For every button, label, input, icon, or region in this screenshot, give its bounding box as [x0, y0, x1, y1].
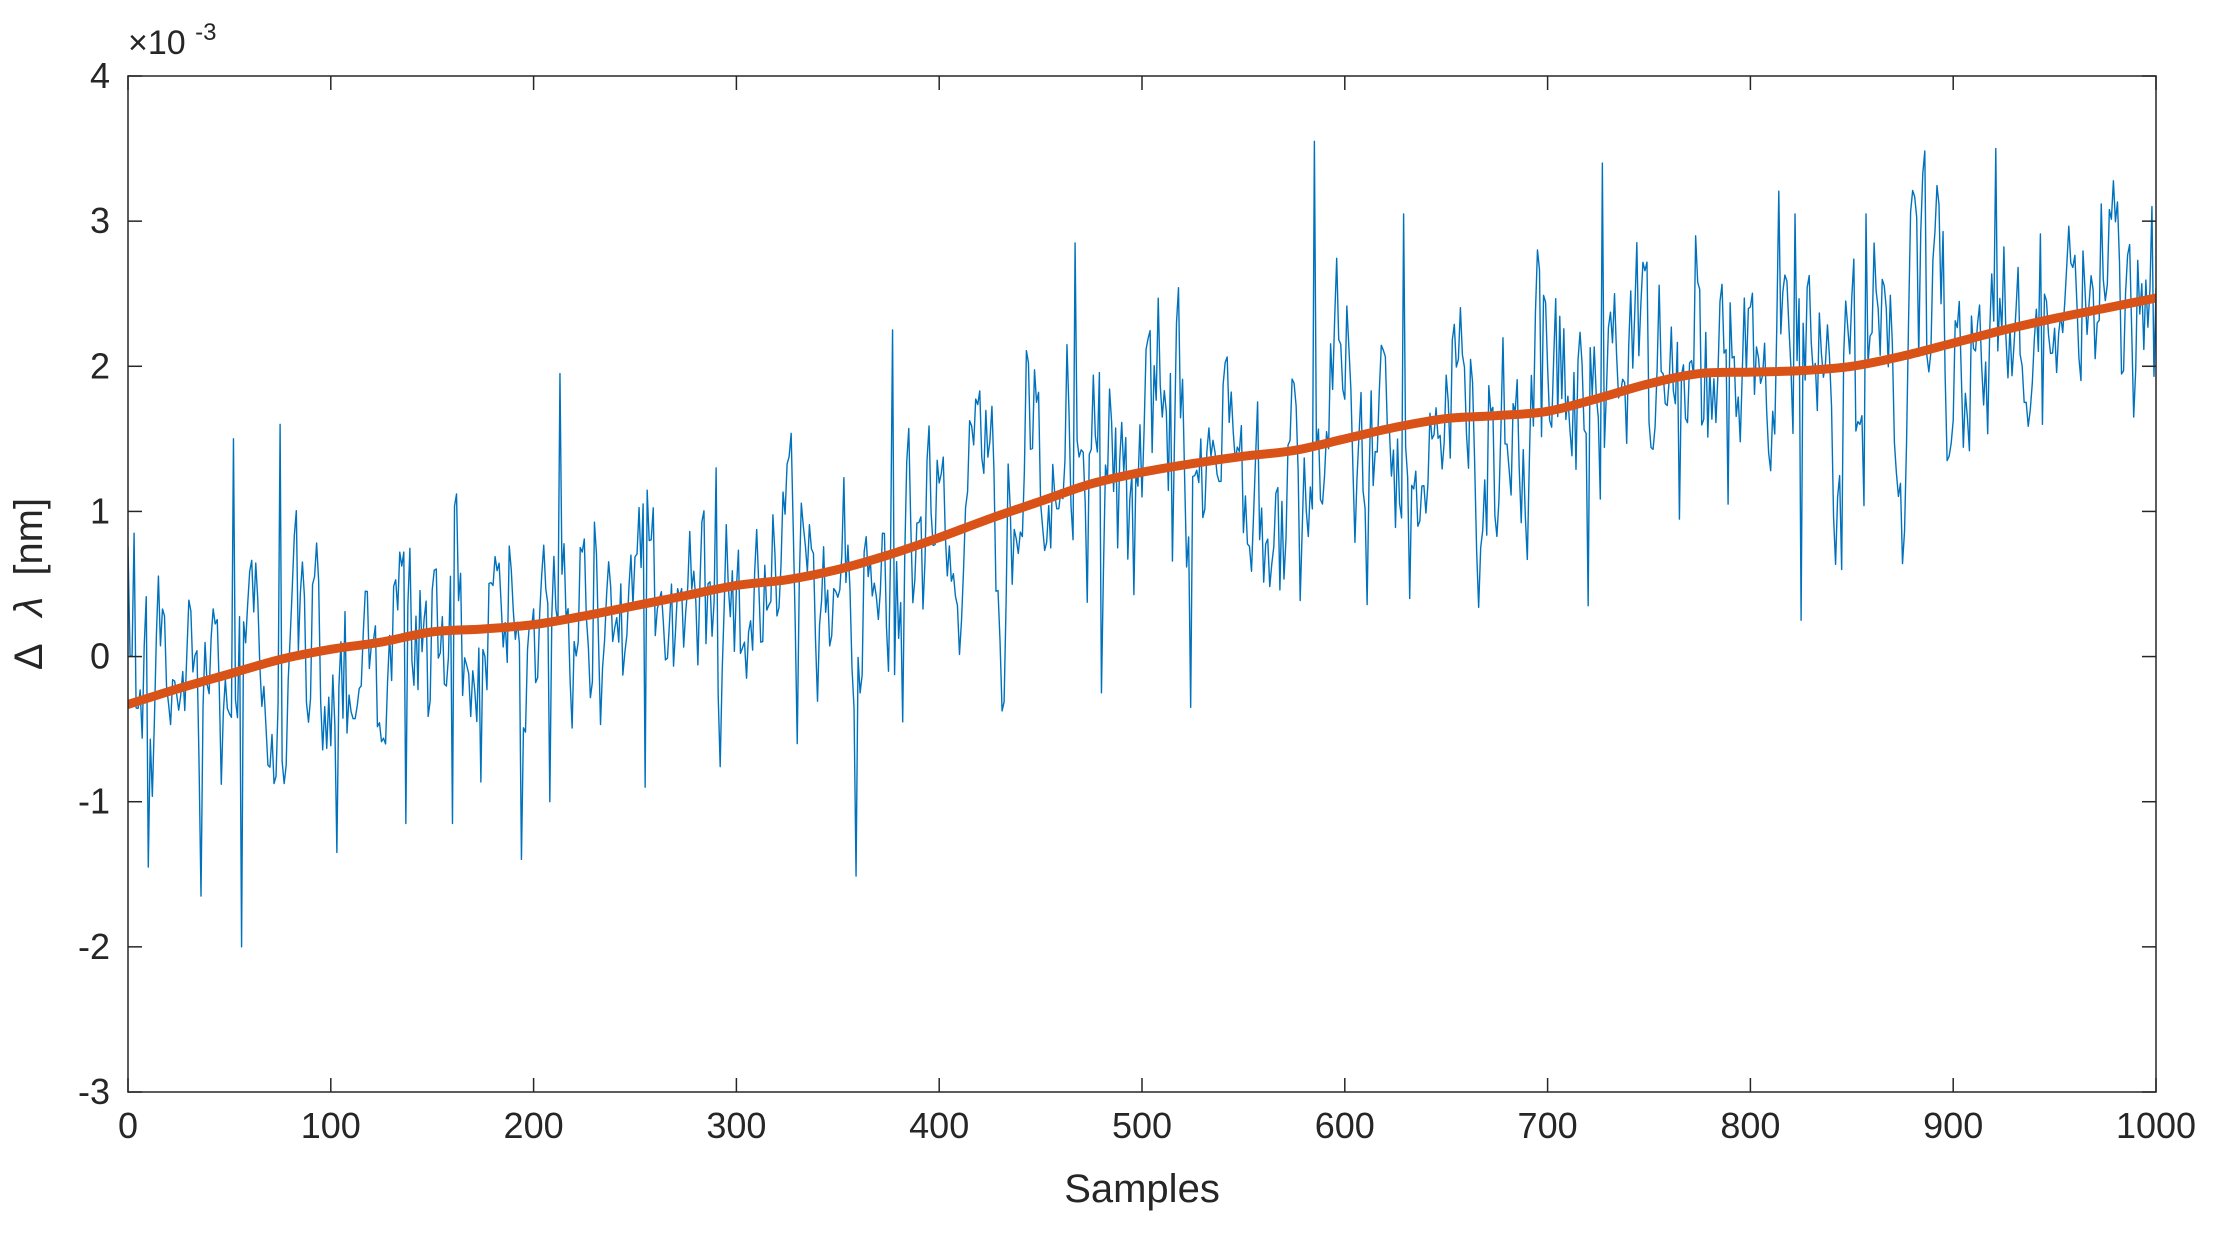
y-tick-label: -1 [78, 781, 110, 822]
x-axis-title: Samples [1064, 1167, 1220, 1211]
y-axis-delta: Δ [7, 644, 51, 670]
y-tick-label: 3 [90, 200, 110, 241]
series-layer [128, 140, 2156, 948]
y-axis-lambda: λ [7, 597, 51, 619]
x-tick-label: 0 [118, 1105, 138, 1146]
x-tick-label: 700 [1518, 1105, 1578, 1146]
tick-layer [127, 75, 2157, 1093]
y-tick-label: 0 [90, 636, 110, 677]
y-axis-exponent: ×10 -3 [128, 19, 216, 62]
x-tick-label: 500 [1112, 1105, 1172, 1146]
y-tick-label: 1 [90, 490, 110, 531]
y-axis-title: Δ λ [nm] [7, 498, 51, 670]
y-exponent-base: ×10 [128, 24, 186, 62]
series-raw-line [128, 140, 2156, 948]
x-tick-label: 400 [909, 1105, 969, 1146]
series-trend-line [128, 293, 2156, 709]
y-tick-label: 4 [90, 55, 110, 96]
x-tick-label: 800 [1720, 1105, 1780, 1146]
x-tick-label: 100 [301, 1105, 361, 1146]
x-tick-label: 900 [1923, 1105, 1983, 1146]
x-tick-label: 200 [504, 1105, 564, 1146]
x-tick-label: 1000 [2116, 1105, 2196, 1146]
y-tick-label: 2 [90, 345, 110, 386]
y-axis-unit: [nm] [7, 498, 51, 576]
y-exponent-power: -3 [195, 19, 216, 46]
label-layer: 0 100 200 300 400 500 600 700 800 900 1000 -3 -2 -1 0 1… [78, 55, 2196, 1146]
y-tick-label: -3 [78, 1071, 110, 1112]
x-tick-label: 300 [706, 1105, 766, 1146]
y-tick-label: -2 [78, 926, 110, 967]
x-tick-label: 600 [1315, 1105, 1375, 1146]
